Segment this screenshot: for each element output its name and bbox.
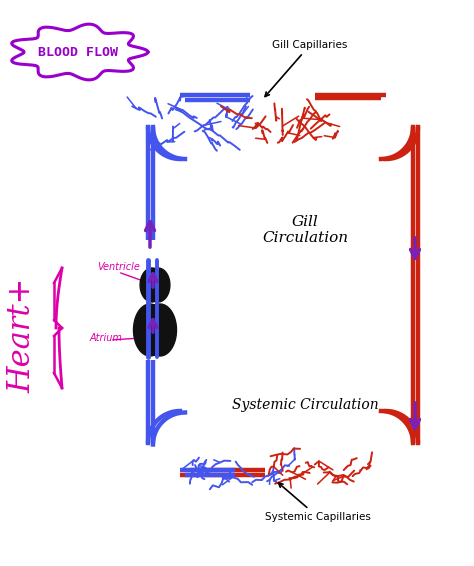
Text: Systemic Capillaries: Systemic Capillaries	[265, 483, 371, 522]
Text: BLOOD FLOW: BLOOD FLOW	[38, 45, 118, 58]
Text: Gill
Circulation: Gill Circulation	[262, 215, 348, 245]
Polygon shape	[134, 304, 176, 356]
Text: Gill Capillaries: Gill Capillaries	[265, 40, 348, 97]
Text: Heart+: Heart+	[7, 277, 37, 393]
Polygon shape	[140, 268, 170, 302]
Text: Ventricle: Ventricle	[97, 262, 140, 272]
Text: Systemic Circulation: Systemic Circulation	[232, 398, 378, 412]
Text: Atrium: Atrium	[90, 333, 123, 343]
